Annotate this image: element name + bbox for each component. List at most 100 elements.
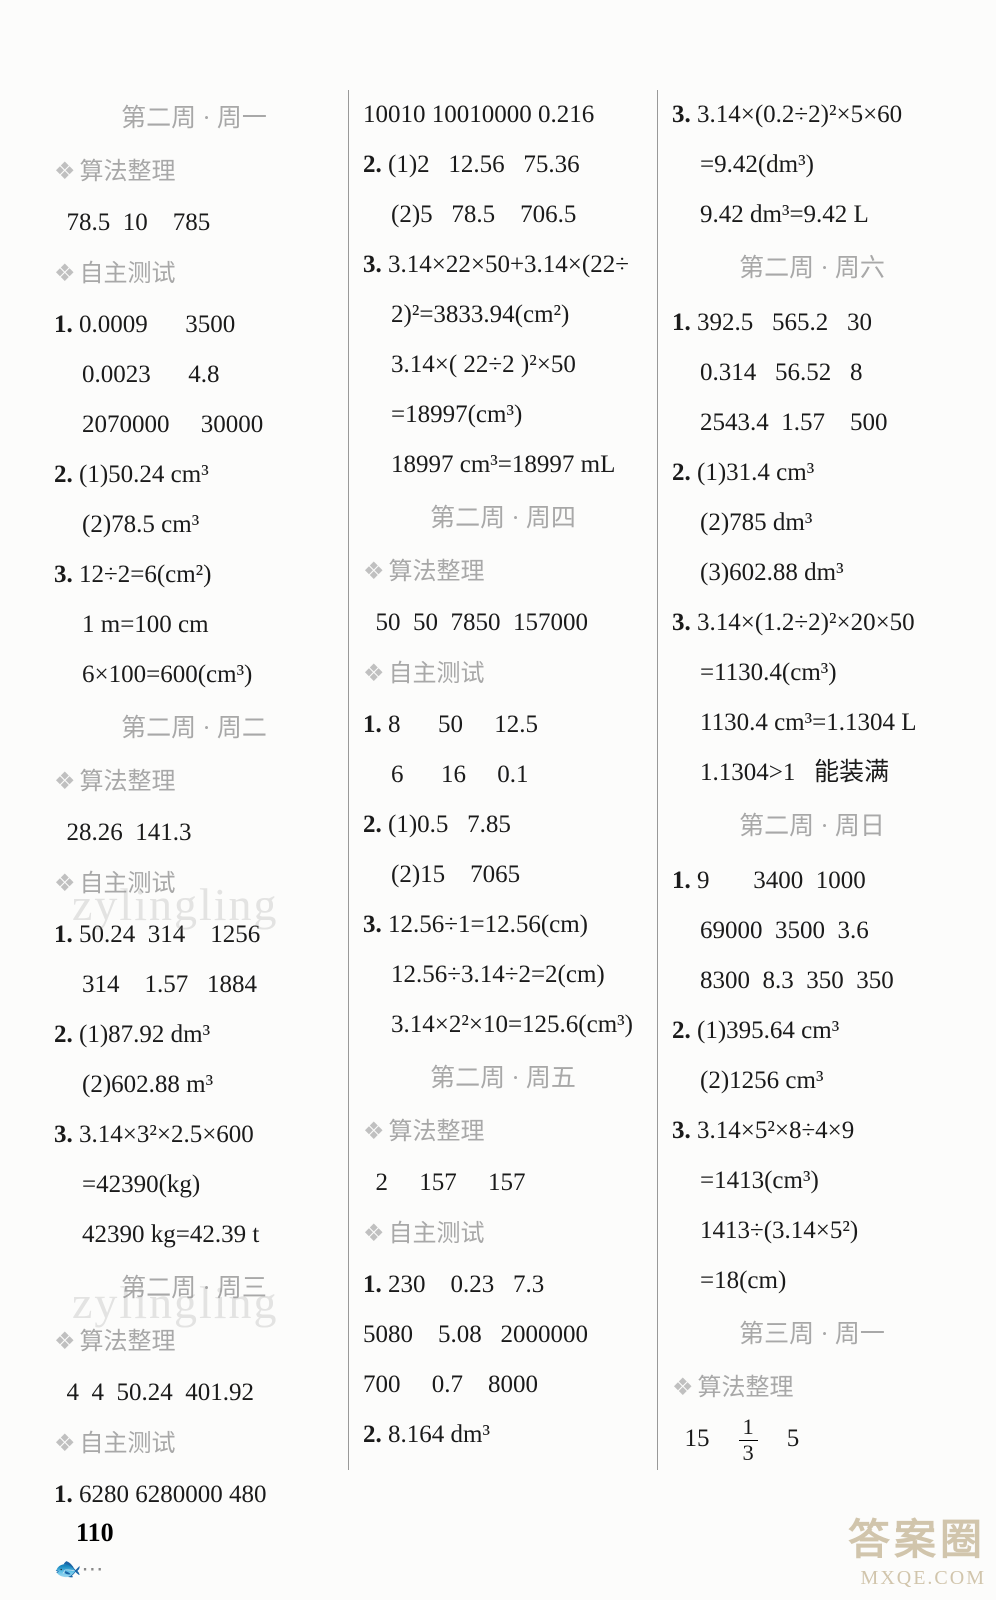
content-line: =18997(cm³) xyxy=(363,390,643,440)
content-line: 2 157 157 xyxy=(363,1158,643,1208)
content-line: =18(cm) xyxy=(672,1256,952,1306)
content-line: 2)²=3833.94(cm²) xyxy=(363,290,643,340)
column-2: 10010 10010000 0.216 2. (1)2 12.56 75.36… xyxy=(349,90,658,1470)
content-line: 0.314 56.52 8 xyxy=(672,348,952,398)
section-suanfa: ❖算法整理 xyxy=(54,758,334,806)
corner-watermark: 答案圈 MXQE.COM xyxy=(848,1506,986,1590)
fraction: 13 xyxy=(739,1415,758,1466)
section-suanfa: ❖算法整理 xyxy=(54,148,334,196)
column-1: 第二周 · 周一 ❖算法整理 78.5 10 785 ❖自主测试 1. 0.00… xyxy=(40,90,349,1470)
diamond-icon: ❖ xyxy=(672,1375,694,1401)
content-line: 2543.4 1.57 500 xyxy=(672,398,952,448)
content-line: 4 4 50.24 401.92 xyxy=(54,1368,334,1418)
content-line: 1. 8 50 12.5 xyxy=(363,700,643,750)
content-line: 2. (1)50.24 cm³ xyxy=(54,450,334,500)
section-zizhu: ❖自主测试 xyxy=(363,1210,643,1258)
content-line: 2070000 30000 xyxy=(54,400,334,450)
content-columns: 第二周 · 周一 ❖算法整理 78.5 10 785 ❖自主测试 1. 0.00… xyxy=(40,90,966,1470)
section-zizhu: ❖自主测试 xyxy=(54,250,334,298)
content-line: 0.0023 4.8 xyxy=(54,350,334,400)
content-line: 1. 392.5 565.2 30 xyxy=(672,298,952,348)
content-line: (3)602.88 dm³ xyxy=(672,548,952,598)
corner-watermark-url: MXQE.COM xyxy=(848,1567,986,1590)
content-line: 50 50 7850 157000 xyxy=(363,598,643,648)
week2-thu-heading: 第二周 · 周四 xyxy=(363,494,643,544)
content-line: 3.14×2²×10=125.6(cm³) xyxy=(363,1000,643,1050)
week3-mon-heading: 第三周 · 周一 xyxy=(672,1310,952,1360)
diamond-icon: ❖ xyxy=(54,871,76,897)
content-line: =42390(kg) xyxy=(54,1160,334,1210)
content-line: 314 1.57 1884 xyxy=(54,960,334,1010)
content-line: 2. (1)2 12.56 75.36 xyxy=(363,140,643,190)
content-line: 42390 kg=42.39 t xyxy=(54,1210,334,1260)
content-line: 2. (1)395.64 cm³ xyxy=(672,1006,952,1056)
content-line: 3. 3.14×(0.2÷2)²×5×60 xyxy=(672,90,952,140)
content-line: (2)78.5 cm³ xyxy=(54,500,334,550)
week2-tue-heading: 第二周 · 周二 xyxy=(54,704,334,754)
section-suanfa: ❖算法整理 xyxy=(363,1108,643,1156)
diamond-icon: ❖ xyxy=(363,1221,385,1247)
week2-wed-heading: 第二周 · 周三 xyxy=(54,1264,334,1314)
content-line: =1130.4(cm³) xyxy=(672,648,952,698)
content-line: 3. 12.56÷1=12.56(cm) xyxy=(363,900,643,950)
section-suanfa: ❖算法整理 xyxy=(363,548,643,596)
column-3: 3. 3.14×(0.2÷2)²×5×60 =9.42(dm³) 9.42 dm… xyxy=(658,90,966,1470)
content-line: 1. 6280 6280000 480 xyxy=(54,1470,334,1520)
content-line: 78.5 10 785 xyxy=(54,198,334,248)
diamond-icon: ❖ xyxy=(54,159,76,185)
content-line: 28.26 141.3 xyxy=(54,808,334,858)
content-line: (2)602.88 m³ xyxy=(54,1060,334,1110)
week2-sat-heading: 第二周 · 周六 xyxy=(672,244,952,294)
diamond-icon: ❖ xyxy=(363,661,385,687)
fish-icon: 🐟⋯ xyxy=(54,1556,103,1582)
section-zizhu: ❖自主测试 xyxy=(54,860,334,908)
page-number: 110 xyxy=(76,1518,114,1548)
content-line: 2. (1)31.4 cm³ xyxy=(672,448,952,498)
content-line: (2)15 7065 xyxy=(363,850,643,900)
content-line: 2. 8.164 dm³ xyxy=(363,1410,643,1460)
week2-sun-heading: 第二周 · 周日 xyxy=(672,802,952,852)
content-line: 3. 3.14×(1.2÷2)²×20×50 xyxy=(672,598,952,648)
content-line: 3.14×( 22÷2 )²×50 xyxy=(363,340,643,390)
content-line: 1. 230 0.23 7.3 xyxy=(363,1260,643,1310)
content-line: 10010 10010000 0.216 xyxy=(363,90,643,140)
content-line: 3. 12÷2=6(cm²) xyxy=(54,550,334,600)
content-line: 1 m=100 cm xyxy=(54,600,334,650)
corner-watermark-title: 答案圈 xyxy=(848,1506,986,1567)
content-line: 5080 5.08 2000000 xyxy=(363,1310,643,1360)
content-line: (2)785 dm³ xyxy=(672,498,952,548)
diamond-icon: ❖ xyxy=(54,1431,76,1457)
content-line: (2)5 78.5 706.5 xyxy=(363,190,643,240)
diamond-icon: ❖ xyxy=(363,559,385,585)
content-line: (2)1256 cm³ xyxy=(672,1056,952,1106)
page: 第二周 · 周一 ❖算法整理 78.5 10 785 ❖自主测试 1. 0.00… xyxy=(0,0,996,1600)
content-line: 3. 3.14×22×50+3.14×(22÷ xyxy=(363,240,643,290)
content-line: 1.1304>1 能装满 xyxy=(672,748,952,798)
content-line: 18997 cm³=18997 mL xyxy=(363,440,643,490)
content-line: 69000 3500 3.6 xyxy=(672,906,952,956)
content-line: =1413(cm³) xyxy=(672,1156,952,1206)
content-line: 6×100=600(cm³) xyxy=(54,650,334,700)
section-suanfa: ❖算法整理 xyxy=(672,1364,952,1412)
content-line: 1. 50.24 314 1256 xyxy=(54,910,334,960)
content-line: 6 16 0.1 xyxy=(363,750,643,800)
content-line: 1. 0.0009 3500 xyxy=(54,300,334,350)
content-line: 1. 9 3400 1000 xyxy=(672,856,952,906)
content-line: 2. (1)0.5 7.85 xyxy=(363,800,643,850)
content-line: 700 0.7 8000 xyxy=(363,1360,643,1410)
diamond-icon: ❖ xyxy=(54,261,76,287)
content-line: =9.42(dm³) xyxy=(672,140,952,190)
content-line: 3. 3.14×5²×8÷4×9 xyxy=(672,1106,952,1156)
content-line: 12.56÷3.14÷2=2(cm) xyxy=(363,950,643,1000)
content-line: 2. (1)87.92 dm³ xyxy=(54,1010,334,1060)
content-line: 3. 3.14×3²×2.5×600 xyxy=(54,1110,334,1160)
week2-mon-heading: 第二周 · 周一 xyxy=(54,94,334,144)
section-zizhu: ❖自主测试 xyxy=(363,650,643,698)
content-line: 15 13 5 xyxy=(672,1414,952,1466)
section-suanfa: ❖算法整理 xyxy=(54,1318,334,1366)
diamond-icon: ❖ xyxy=(363,1119,385,1145)
section-zizhu: ❖自主测试 xyxy=(54,1420,334,1468)
content-line: 9.42 dm³=9.42 L xyxy=(672,190,952,240)
diamond-icon: ❖ xyxy=(54,1329,76,1355)
week2-fri-heading: 第二周 · 周五 xyxy=(363,1054,643,1104)
